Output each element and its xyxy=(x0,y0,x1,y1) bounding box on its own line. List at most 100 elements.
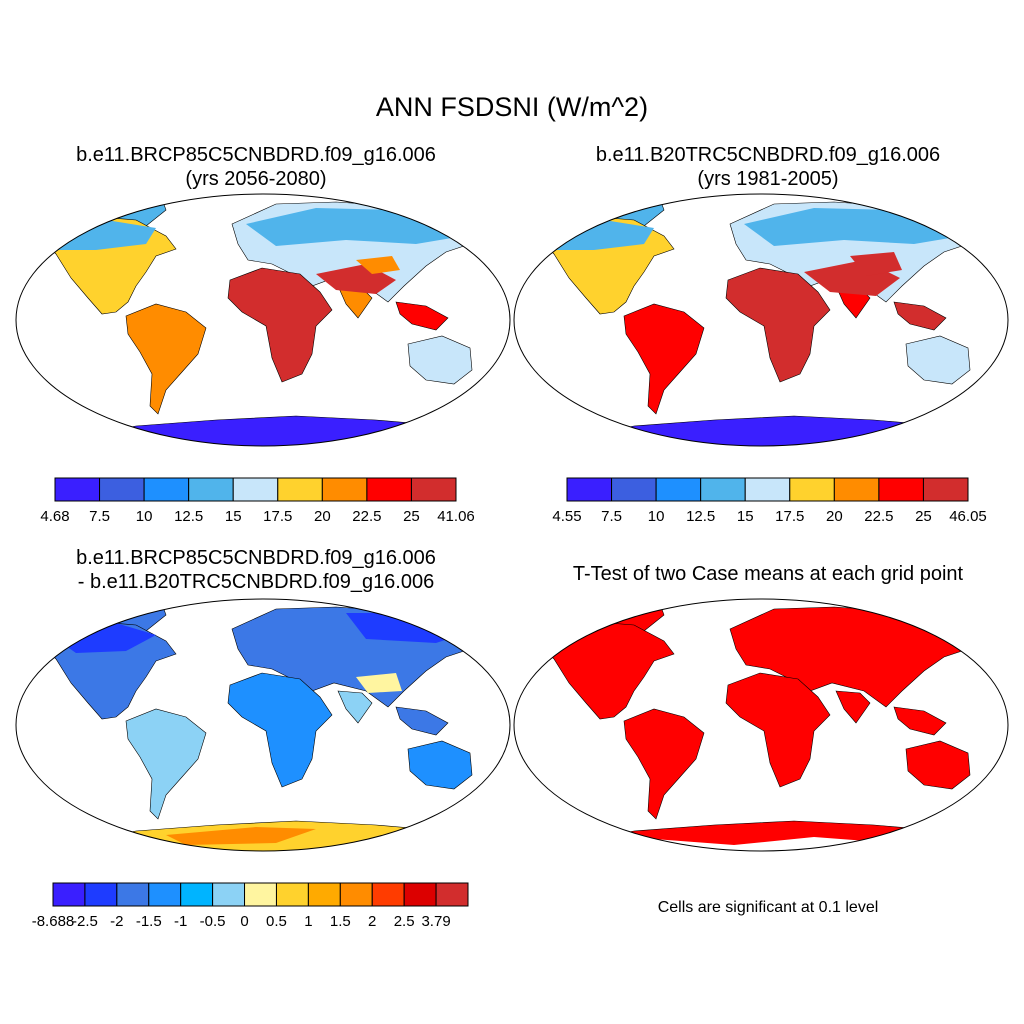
panel3-title-line2: - b.e11.B20TRC5CNBDRD.f09_g16.006 xyxy=(77,571,435,593)
panel1-title: b.e11.BRCP85C5CNBDRD.f09_g16.006 (yrs 20… xyxy=(0,143,512,191)
colorbar-box xyxy=(878,477,924,502)
colorbar-box xyxy=(212,882,246,907)
colorbar-box xyxy=(339,882,373,907)
colorbar-tick-label: 10 xyxy=(648,508,665,525)
colorbar-box xyxy=(99,477,145,502)
colorbar-box xyxy=(410,477,457,502)
landmass-india xyxy=(835,690,871,724)
colorbar-box xyxy=(700,477,746,502)
landmass-africa xyxy=(725,267,831,383)
colorbar-box xyxy=(789,477,835,502)
colorbar-box xyxy=(84,882,118,907)
panel3-title-line1: b.e11.BRCP85C5CNBDRD.f09_g16.006 xyxy=(76,547,436,569)
map-border-4 xyxy=(513,598,1009,852)
panel2-title: b.e11.B20TRC5CNBDRD.f09_g16.006 (yrs 198… xyxy=(512,143,1024,191)
colorbar-tick-label: 1 xyxy=(304,913,312,930)
map-border-1 xyxy=(15,193,511,447)
landmass-australia xyxy=(905,740,971,790)
colorbar-box xyxy=(566,477,613,502)
region-canada xyxy=(544,220,654,250)
panel4-title-line1: T-Test of two Case means at each grid po… xyxy=(572,563,964,585)
landmass-samerica xyxy=(125,303,207,415)
colorbar-box xyxy=(232,477,279,502)
panel1-title-line2: (yrs 2056-2080) xyxy=(185,168,327,190)
colorbar-box xyxy=(116,882,150,907)
colorbar-tick-label: 1.5 xyxy=(330,913,351,930)
panel2-title-line1: b.e11.B20TRC5CNBDRD.f09_g16.006 xyxy=(595,144,941,166)
region-siberia xyxy=(346,613,478,643)
colorbar-tick-label: -2.5 xyxy=(72,913,98,930)
landmass-antarctic xyxy=(45,415,497,446)
colorbar-tick-label: 7.5 xyxy=(89,508,110,525)
map-border-3 xyxy=(15,598,511,852)
landmass-africa xyxy=(725,672,831,788)
colorbar-box xyxy=(371,882,405,907)
figure-title: ANN FSDSNI (W/m^2) xyxy=(375,92,649,122)
colorbar-box xyxy=(307,882,341,907)
colorbar-box xyxy=(188,477,234,502)
colorbar-box xyxy=(321,477,368,502)
map-border-2 xyxy=(513,193,1009,447)
colorbar-2: 4.55 7.5 10 12.5 15 17.5 20 22.5 25 46.05 xyxy=(552,477,987,525)
colorbar-box xyxy=(611,477,657,502)
colorbar-1: 4.68 7.5 10 12.5 15 17.5 20 22.5 25 41.06 xyxy=(40,477,475,525)
region-canada xyxy=(46,220,156,250)
colorbar-tick-label: 17.5 xyxy=(263,508,292,525)
colorbar-tick-label: 0.5 xyxy=(266,913,287,930)
landmass-africa xyxy=(227,267,333,383)
landmass-africa xyxy=(227,672,333,788)
colorbar-box xyxy=(143,477,190,502)
colorbar-tick-label: 25 xyxy=(403,508,420,525)
colorbar-tick-label: 2.5 xyxy=(394,913,415,930)
colorbar-box xyxy=(435,882,469,907)
colorbar-tick-label: 15 xyxy=(225,508,242,525)
colorbar-tick-label: 4.68 xyxy=(40,508,69,525)
colorbar-box xyxy=(148,882,182,907)
landmass-namerica xyxy=(533,620,675,720)
panel2-title-line2: (yrs 1981-2005) xyxy=(697,168,839,190)
map-panel-4 xyxy=(533,600,995,851)
colorbar-box xyxy=(52,882,86,907)
colorbar-tick-label: 2 xyxy=(368,913,376,930)
colorbar-tick-label: 22.5 xyxy=(352,508,381,525)
colorbar-box xyxy=(275,882,309,907)
region-tibet xyxy=(850,252,902,276)
colorbar-tick-label: -2 xyxy=(110,913,123,930)
colorbar-tick-label: -1 xyxy=(174,913,187,930)
panel3-title: b.e11.BRCP85C5CNBDRD.f09_g16.006 - b.e11… xyxy=(0,546,512,594)
landmass-india xyxy=(337,690,373,724)
region-antarctic-band xyxy=(166,827,316,845)
colorbar-tick-label: -1.5 xyxy=(136,913,162,930)
colorbar-tick-label: 4.55 xyxy=(552,508,581,525)
region-canada xyxy=(56,623,156,653)
colorbar-box xyxy=(180,882,214,907)
colorbar-box xyxy=(922,477,969,502)
colorbar-tick-label: 12.5 xyxy=(686,508,715,525)
colorbar-tick-label: 12.5 xyxy=(174,508,203,525)
colorbar-3: -8.688-2.5 -2 -1.5 -1 -0.5 0 0.5 1 1.5 2 2.5 3.79 xyxy=(32,882,469,930)
region-tibet xyxy=(356,673,402,693)
panel4-title: T-Test of two Case means at each grid po… xyxy=(512,562,1024,586)
colorbar-box xyxy=(833,477,880,502)
colorbar-tick-label: 20 xyxy=(826,508,843,525)
region-tibet xyxy=(356,256,400,274)
colorbar-tick-label: 3.79 xyxy=(421,913,450,930)
significance-note: Cells are significant at 0.1 level xyxy=(657,899,879,916)
landmass-antarctic xyxy=(543,415,995,446)
colorbars: 4.68 7.5 10 12.5 15 17.5 20 22.5 25 41.06 4.55 7.5 1… xyxy=(32,477,987,930)
colorbar-box xyxy=(277,477,323,502)
colorbar-tick-label: -0.5 xyxy=(200,913,226,930)
landmass-australia xyxy=(905,335,971,385)
colorbar-tick-label: 41.06 xyxy=(437,508,475,525)
colorbar-box xyxy=(54,477,101,502)
map-panels xyxy=(15,193,1009,852)
landmass-samerica xyxy=(623,303,705,415)
map-panel-3 xyxy=(35,600,497,851)
colorbar-tick-label: 20 xyxy=(314,508,331,525)
landmass-seasia xyxy=(893,706,947,736)
map-panel-2 xyxy=(533,195,995,446)
landmass-samerica xyxy=(623,708,705,820)
colorbar-tick-label: 0 xyxy=(240,913,248,930)
landmass-australia xyxy=(407,740,473,790)
